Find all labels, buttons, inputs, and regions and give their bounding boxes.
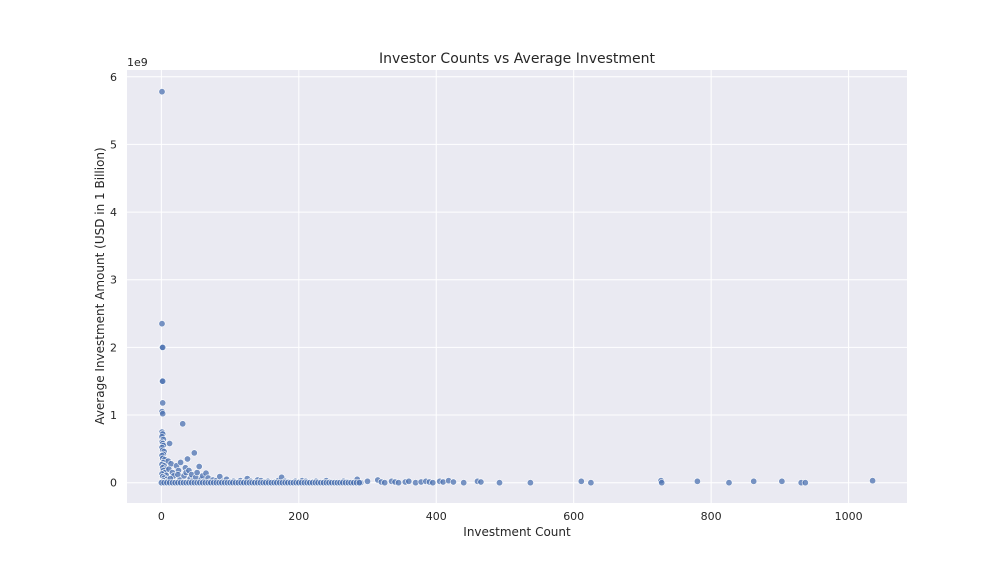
y-tick-label: 3 [110,274,117,287]
data-point [693,477,701,485]
data-point [658,479,666,487]
data-point [801,479,809,487]
y-tick-labels: 0 1 2 3 4 5 6 [110,71,117,490]
data-point [159,410,167,418]
data-point [577,477,585,485]
data-point [355,479,363,487]
data-point [460,479,468,487]
data-point [405,477,413,485]
data-point [159,399,167,407]
x-axis-label: Investment Count [463,525,571,539]
data-point [190,449,198,457]
data-point [869,477,877,485]
y-axis-label: Average Investment Amount (USD in 1 Bill… [93,147,107,424]
data-point [195,462,203,470]
data-point [177,458,185,466]
data-point [179,420,187,428]
data-point [725,479,733,487]
x-tick-label: 800 [701,510,722,523]
y-axis-offset-label: 1e9 [127,56,148,69]
x-tick-labels: 0 200 400 600 800 1000 [158,510,863,523]
data-point [193,469,201,477]
x-tick-label: 0 [158,510,165,523]
x-tick-label: 600 [563,510,584,523]
data-point [526,479,534,487]
y-tick-label: 4 [110,206,117,219]
data-points [157,88,877,487]
data-point [477,478,485,486]
data-point [495,479,503,487]
data-point [158,320,166,328]
chart-title: Investor Counts vs Average Investment [379,51,656,67]
data-point [394,479,402,487]
data-point [429,479,437,487]
data-point [159,343,167,351]
data-point [381,479,389,487]
data-point [587,479,595,487]
x-tick-label: 1000 [835,510,863,523]
data-point [158,88,166,96]
data-point [449,478,457,486]
data-point [750,477,758,485]
data-point [159,377,167,385]
plot-background [127,70,907,503]
data-point [184,455,192,463]
y-tick-label: 5 [110,138,117,151]
y-tick-label: 1 [110,409,117,422]
data-point [778,477,786,485]
y-tick-label: 6 [110,71,117,84]
data-point [363,477,371,485]
x-tick-label: 400 [426,510,447,523]
data-point [166,439,174,447]
grid [127,70,907,503]
y-tick-label: 2 [110,341,117,354]
x-tick-label: 200 [288,510,309,523]
y-tick-label: 0 [110,477,117,490]
